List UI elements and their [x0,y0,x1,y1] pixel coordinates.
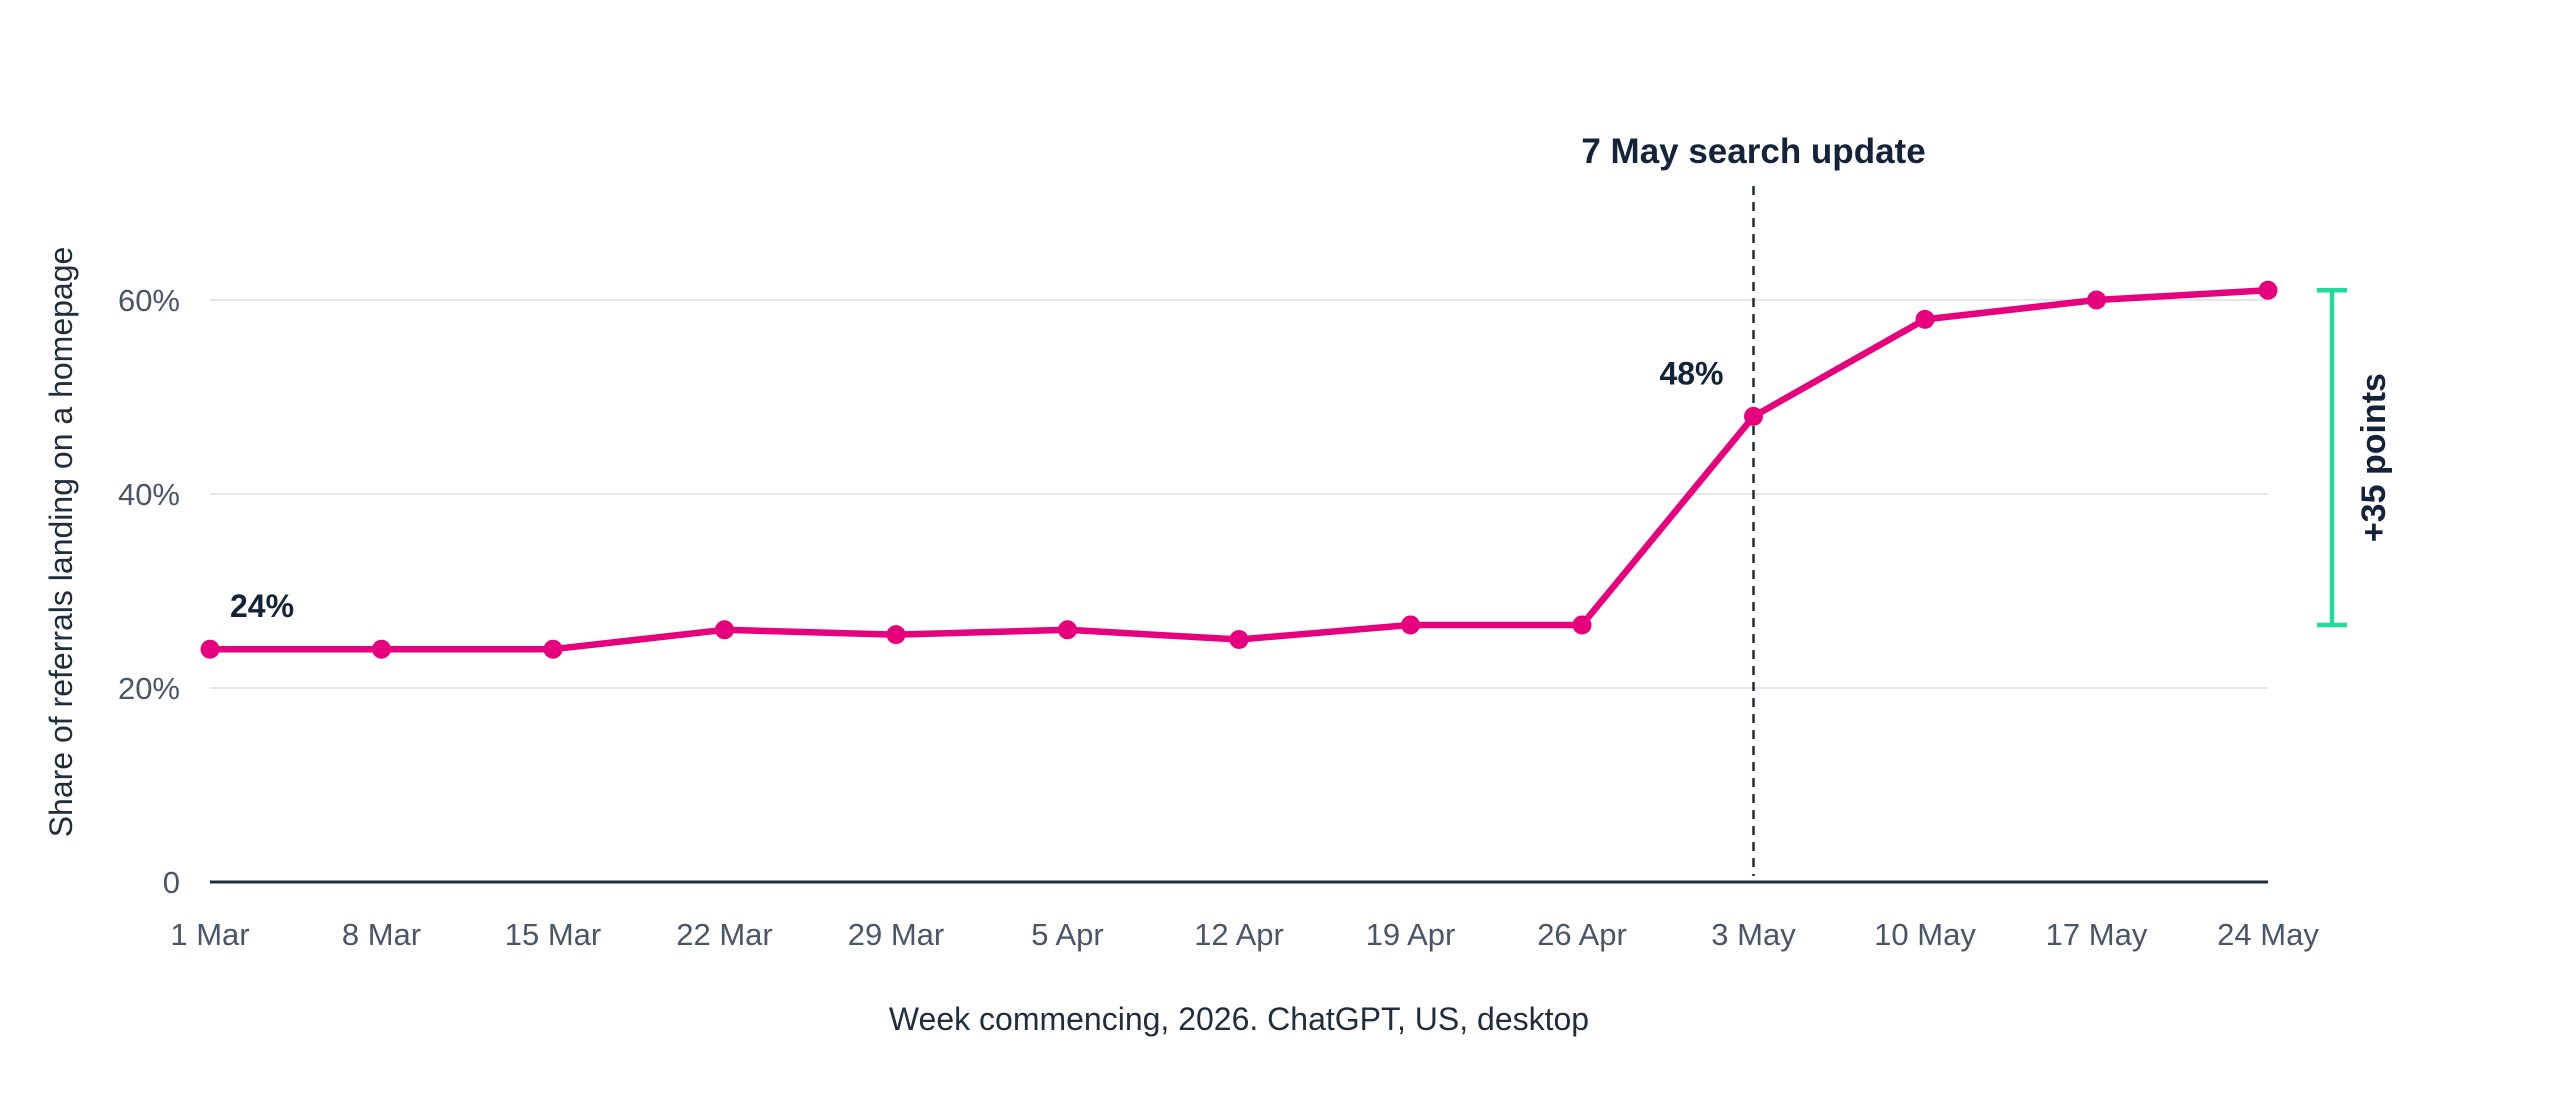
data-point [1401,615,1420,635]
x-tick-label: 1 Mar [170,917,249,952]
x-tick-label: 24 May [2217,917,2319,952]
data-point [2258,280,2278,300]
data-point [886,625,906,645]
data-point [1744,406,1763,426]
y-tick-label: 20% [118,671,180,706]
x-tick-label: 22 Mar [676,917,772,952]
change-bracket: +35 points [2317,288,2393,628]
x-tick-label: 10 May [1874,917,1976,952]
series [206,287,2272,653]
x-tick-label: 15 Mar [505,917,601,952]
x-tick-label: 3 May [1711,917,1796,952]
x-tick-label: 17 May [2046,917,2148,952]
data-point [372,639,391,659]
data-point [1058,620,1077,640]
data-label-event: 48% [1659,355,1723,391]
y-tick-labels: 0 20% 40% 60% [118,283,180,900]
data-point [2087,290,2106,310]
data-labels: 24% 48% [230,355,1724,624]
y-tick-label: 40% [118,477,180,512]
x-tick-label: 12 Apr [1194,917,1284,952]
data-point [1915,309,1935,329]
y-axis-title: Share of referrals landing on a homepage [43,247,79,838]
x-tick-labels: 1 Mar 8 Mar 15 Mar 22 Mar 29 Mar 5 Apr 12 Apr 1… [170,917,2319,952]
data-point [200,639,220,659]
x-axis-title: Week commencing, 2026. ChatGPT, US, desk… [889,1001,1589,1037]
event-marker-label: 7 May search update [1581,132,1925,171]
data-label-start: 24% [230,588,294,624]
y-tick-label: 60% [118,283,180,318]
bracket-label: +35 points [2355,373,2393,542]
x-tick-label: 8 Mar [342,917,421,952]
x-tick-label: 5 Apr [1031,917,1103,952]
data-point [1572,615,1592,635]
series-line [206,287,2272,653]
grid-lines [210,299,2268,689]
x-tick-label: 19 Apr [1366,917,1456,952]
event-annotation: 7 May search update [1581,132,1926,876]
data-points [200,280,2278,659]
data-point [543,639,563,659]
data-point [1229,630,1249,649]
data-point [715,620,734,640]
x-tick-label: 26 Apr [1537,917,1627,952]
x-tick-label: 29 Mar [848,917,944,952]
y-tick-label: 0 [163,865,180,900]
